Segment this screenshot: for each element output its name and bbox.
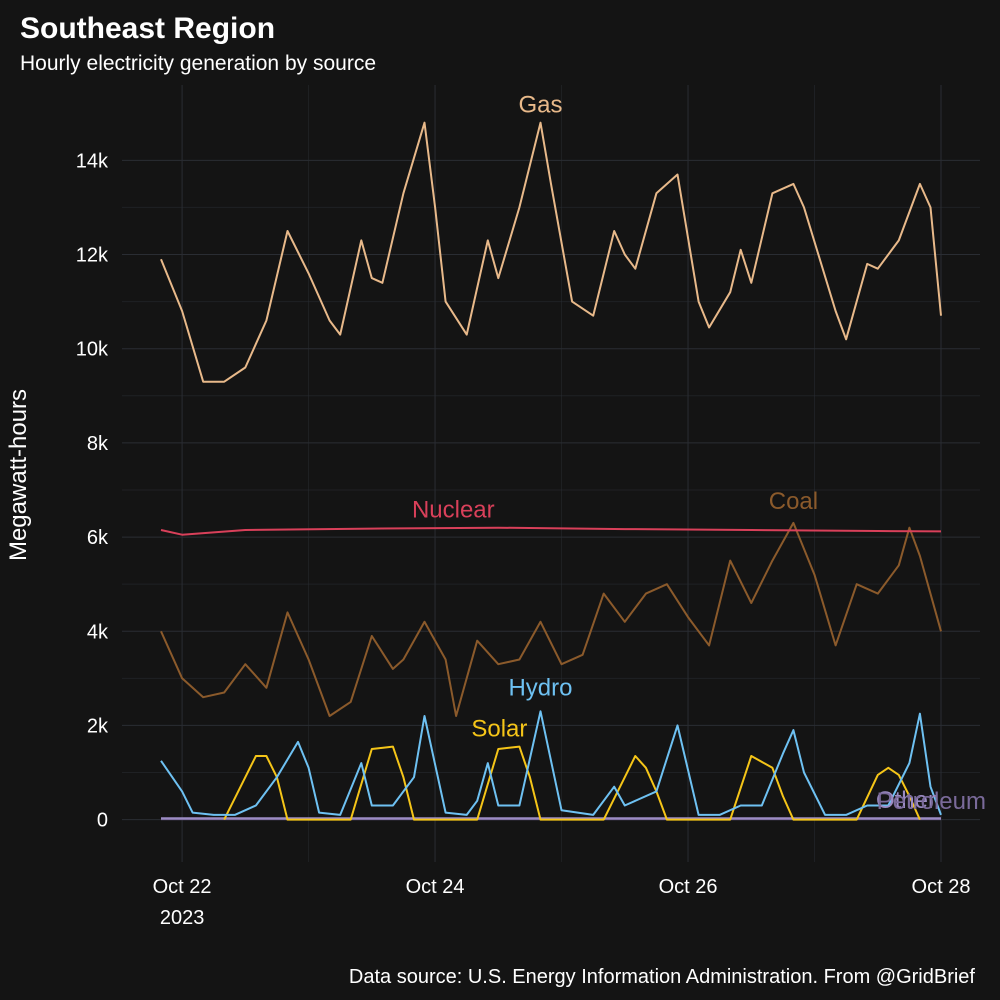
series-label-gas: Gas [518, 92, 562, 119]
series-label-coal: Coal [769, 488, 818, 515]
series-line-hydro [160, 710, 942, 816]
series-line-solar [223, 745, 921, 821]
x-axis-ticks: Oct 22 Oct 24 Oct 26 Oct 28 2023 [153, 876, 971, 929]
y-tick-label: 0 [97, 810, 108, 832]
y-tick-label: 14k [76, 150, 109, 172]
chart-caption: Data source: U.S. Energy Information Adm… [349, 966, 976, 988]
y-tick-label: 4k [87, 621, 109, 643]
y-tick-label: 2k [87, 715, 109, 737]
x-tick-label: Oct 26 [659, 876, 718, 898]
y-tick-label: 10k [76, 339, 109, 361]
x-tick-label: Oct 22 [153, 876, 212, 898]
series-lines [160, 121, 942, 821]
grid [122, 85, 980, 862]
series-label-solar: Solar [471, 716, 527, 743]
y-tick-label: 12k [76, 245, 109, 267]
x-tick-label: Oct 28 [912, 876, 971, 898]
series-line-coal [160, 521, 942, 717]
series-label-other: Other [876, 787, 936, 814]
x-tick-year-label: 2023 [160, 907, 205, 929]
series-label-hydro: Hydro [508, 674, 572, 701]
chart-subtitle: Hourly electricity generation by source [20, 52, 376, 75]
y-axis-ticks: 0 2k 4k 6k 8k 10k 12k 14k [76, 150, 109, 831]
x-tick-label: Oct 24 [406, 876, 465, 898]
chart-title: Southeast Region [20, 12, 275, 45]
y-tick-label: 6k [87, 527, 109, 549]
series-label-nuclear: Nuclear [412, 497, 495, 524]
series-line-gas [160, 121, 942, 383]
y-tick-label: 8k [87, 433, 109, 455]
series-line-nuclear [160, 526, 942, 536]
y-axis-label: Megawatt-hours [5, 389, 32, 561]
series-label-petroleum: Petroleum [877, 788, 986, 815]
